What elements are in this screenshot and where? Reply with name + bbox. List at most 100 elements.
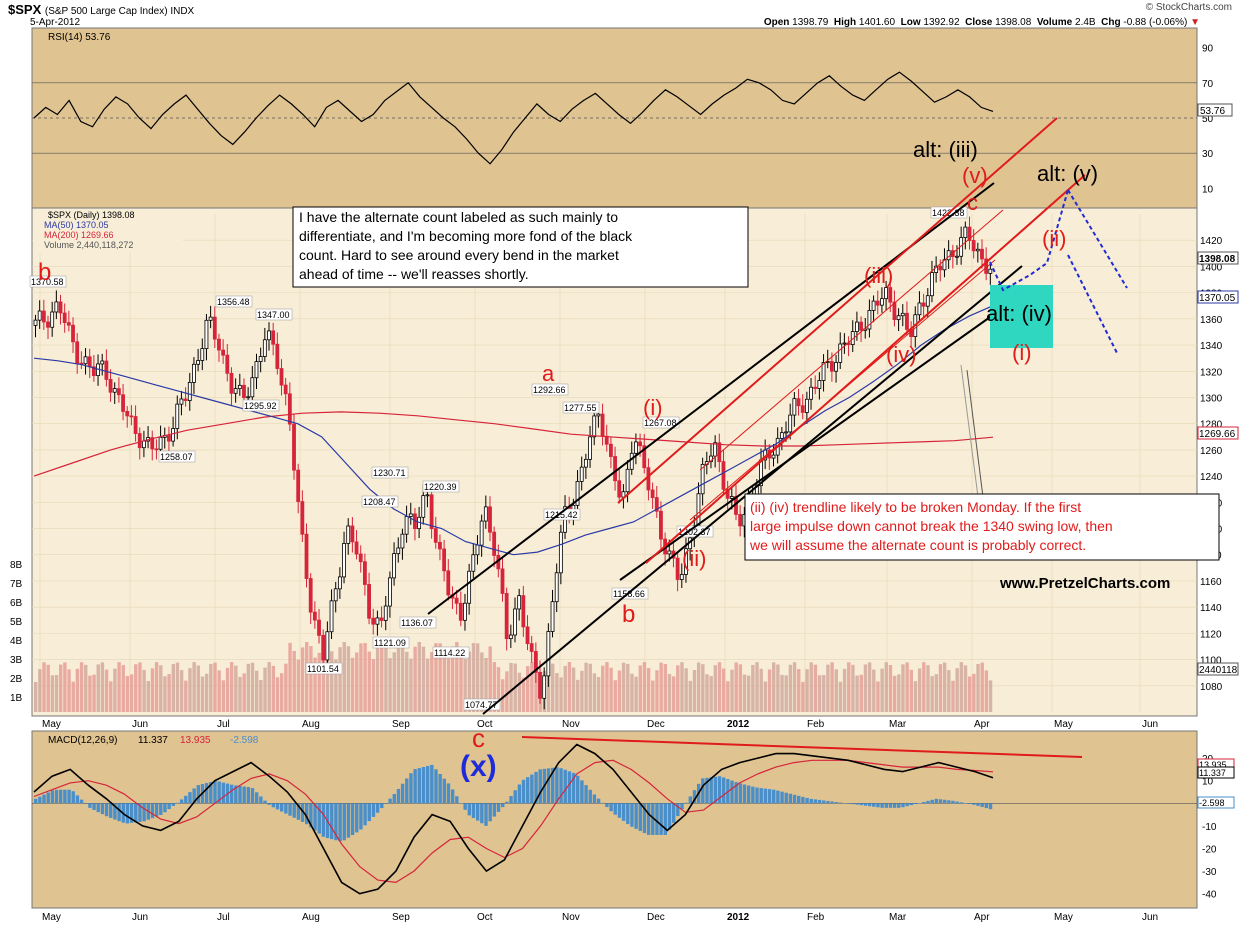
price-label: 1292.66 (533, 385, 566, 395)
macd-hist-bar (138, 803, 142, 822)
month-label-macd: Apr (974, 912, 990, 923)
price-label: 1101.54 (307, 664, 339, 674)
candle-body (112, 388, 117, 393)
price-labels: 1370.58 1356.48 1347.00 1295.92 1258.07 1230.… (29, 206, 968, 711)
month-label-price: Oct (477, 719, 493, 730)
candle-body (225, 354, 230, 374)
volume-bar (613, 680, 617, 712)
macd-hist-bar (288, 803, 292, 816)
candle-body (279, 368, 284, 386)
price-tick-label: 1120 (1200, 629, 1222, 640)
candle-body (254, 361, 259, 379)
volume-bar (409, 658, 413, 712)
macd-hist-bar (100, 803, 105, 815)
macd-hist-bar (701, 778, 705, 804)
macd-hist-bar (434, 769, 438, 804)
close-label: Close (965, 17, 993, 28)
volume-tick-label: 8B (10, 560, 23, 571)
candle-body (463, 602, 467, 621)
red-note-line-2: large impulse down cannot break the 1340… (750, 518, 1113, 534)
volume-bar (646, 668, 651, 712)
candle-body (217, 338, 221, 351)
macd-tick-label: -20 (1202, 844, 1217, 855)
volume-bar (734, 662, 738, 712)
price-label: 1074.77 (465, 700, 498, 710)
volume-bar (171, 664, 175, 712)
volume-bar (563, 665, 567, 712)
volume-bar (280, 673, 284, 712)
volume-bar (271, 665, 276, 712)
macd-hist-bar (96, 803, 100, 813)
volume-bar (930, 676, 934, 712)
macd-hist-bar (942, 799, 947, 804)
candle-body (646, 467, 651, 491)
month-label-price: Apr (974, 719, 990, 730)
volume-bar (526, 666, 530, 712)
candle-body (525, 626, 530, 645)
macd-hist-bar (788, 793, 793, 804)
volume-bar (434, 643, 438, 712)
volume-bar (830, 662, 834, 712)
volume-bar (617, 670, 622, 712)
macd-hist-bar (84, 803, 88, 804)
volume-bar (196, 665, 201, 712)
price-label: 1356.48 (217, 297, 250, 307)
candle-body (237, 384, 242, 390)
candle-body (483, 506, 488, 522)
macd-hist-bar (909, 803, 914, 806)
month-label-macd: Sep (392, 912, 410, 923)
macd-hist-bar (638, 803, 642, 831)
candle-body (925, 295, 930, 307)
month-label-price: 2012 (727, 719, 750, 730)
macd-hist-bar (605, 803, 609, 808)
candle-body (638, 441, 642, 447)
volume-bar (596, 677, 601, 712)
candle-body (175, 403, 180, 429)
red-note-bg (744, 493, 1220, 561)
candle-body (116, 388, 121, 396)
price-legend-bg (33, 209, 183, 253)
volume-bar (163, 676, 167, 712)
volume-bar (822, 675, 826, 712)
month-label-macd: Jul (217, 912, 230, 923)
volume-bar (438, 643, 442, 712)
candle-body (267, 330, 271, 341)
volume-bar (475, 643, 480, 712)
macd-hist-bar (171, 803, 175, 806)
volume-bar (584, 662, 588, 712)
volume-bar (367, 651, 371, 712)
macd-hist-bar (742, 784, 747, 804)
volume-bar (567, 662, 572, 712)
candle-body (471, 554, 476, 572)
volume-bar (626, 663, 630, 712)
macd-hist-bar (204, 782, 209, 804)
rsi-grid (32, 82, 1197, 154)
macd-hist-bar (300, 803, 305, 822)
volume-bar (292, 651, 296, 712)
macd-hist-bar (317, 803, 321, 834)
volume-bar (651, 680, 655, 712)
macd-hist-bar (951, 800, 955, 804)
high-value: 1401.60 (858, 17, 896, 28)
candle-body (955, 255, 959, 258)
volume-tick-label: 7B (10, 579, 23, 590)
chart-title: $SPX (S&P 500 Large Cap Index) INDX (8, 2, 194, 17)
price-tick-label: 1260 (1200, 446, 1223, 457)
volume-bar (159, 665, 163, 712)
month-ticks-macd: May Jun Jul Aug Sep Oct Nov Dec 2012 Feb Mar Apr May… (42, 912, 1158, 923)
volume-bar (938, 664, 943, 712)
volume-bar (872, 669, 876, 712)
volume-bar (621, 662, 626, 712)
candle-body (980, 248, 984, 260)
macd-hist-bar (117, 803, 121, 822)
volume-tick-label: 5B (10, 617, 23, 628)
candle-body (834, 362, 838, 372)
candle-body (934, 265, 939, 273)
volume-bar (571, 667, 576, 712)
macd-hist-bar (513, 790, 517, 804)
volume-bar (42, 662, 46, 712)
macd-hist-bar (905, 803, 909, 807)
volume-bar (746, 675, 751, 712)
macd-hist-bar (917, 802, 922, 804)
volume-bar (551, 663, 555, 712)
